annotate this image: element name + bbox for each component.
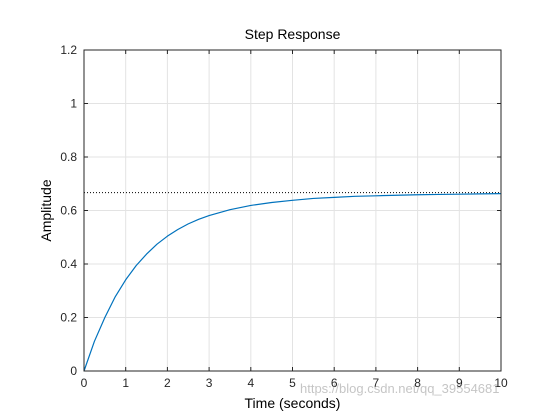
x-tick-label: 0: [81, 376, 88, 390]
x-tick-label: 4: [247, 376, 254, 390]
x-tick-label: 5: [289, 376, 296, 390]
x-tick-label: 1: [122, 376, 129, 390]
y-tick-labels: 0 0.2 0.4 0.6 0.8 1 1.2: [60, 43, 77, 378]
y-tick-label: 1.2: [60, 43, 77, 57]
y-tick-label: 0.4: [60, 257, 77, 271]
x-tick-label: 8: [414, 376, 421, 390]
chart-title: Step Response: [245, 26, 341, 42]
grid-lines: [83, 49, 502, 372]
x-tick-label: 10: [494, 376, 508, 390]
x-tick-labels: 0 1 2 3 4 5 6 7 8 9 10: [81, 376, 508, 390]
x-tick-label: 9: [456, 376, 463, 390]
y-tick-label: 0.8: [60, 150, 77, 164]
x-axis-label: Time (seconds): [245, 395, 341, 411]
y-tick-label: 0.2: [60, 311, 77, 325]
series-group: [83, 193, 502, 372]
x-tick-label: 7: [373, 376, 380, 390]
x-tick-label: 3: [206, 376, 213, 390]
step-response-line: [83, 193, 502, 372]
y-axis-label: Amplitude: [38, 179, 54, 241]
y-tick-label: 0: [70, 364, 77, 378]
x-tick-label: 6: [331, 376, 338, 390]
y-tick-label: 1: [70, 97, 77, 111]
x-tick-label: 2: [164, 376, 171, 390]
tick-marks: [83, 49, 502, 372]
y-tick-label: 0.6: [60, 204, 77, 218]
